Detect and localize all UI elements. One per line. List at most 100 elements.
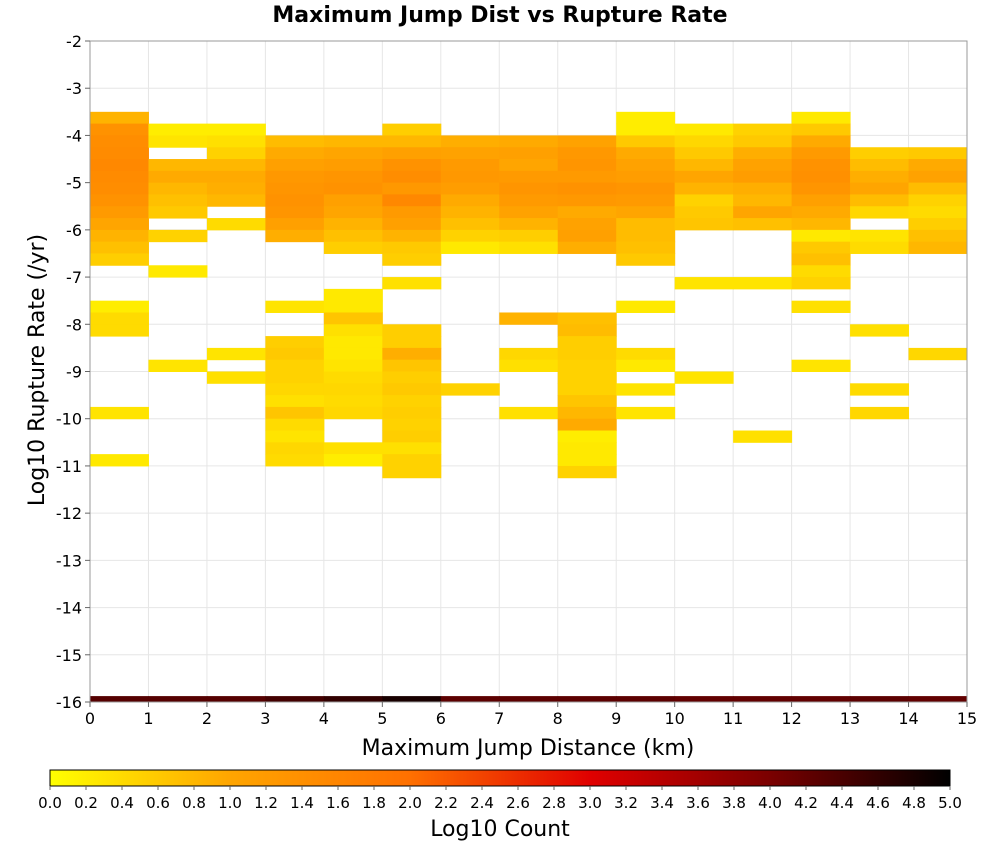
heatmap-cell [616,159,676,172]
heatmap-cell [323,218,383,231]
heatmap-cell [90,111,149,125]
heatmap-cell [206,159,266,172]
heatmap-cell [557,371,617,384]
heatmap-cell [850,206,910,219]
colorbar-tick-label: 0.8 [182,794,206,812]
heatmap-cell [499,229,559,243]
heatmap-cell [382,442,442,455]
heatmap-cell [323,241,383,254]
heatmap-cell [323,324,383,337]
y-tick-label: -3 [66,79,82,98]
heatmap-cell [90,454,149,467]
x-tick-label: 2 [202,709,212,728]
heatmap-cell [440,135,500,148]
colorbar-tick-label: 1.4 [290,794,314,812]
heatmap-cell [908,159,968,172]
heatmap-cell [382,359,442,372]
heatmap-cell [850,147,910,160]
heatmap-cell [557,347,617,361]
chart-title: Maximum Jump Dist vs Rupture Rate [272,3,727,28]
heatmap-cell [148,206,208,219]
heatmap-cell [323,229,383,243]
heatmap-cell [382,371,442,384]
heatmap-cell [323,336,383,349]
heatmap-cell [382,147,442,160]
heatmap-cell [674,135,734,148]
heatmap-cell [674,159,734,172]
heatmap-cell [908,696,968,702]
x-tick-label: 9 [611,709,621,728]
heatmap-cell [850,170,910,184]
heatmap-cell [557,359,617,372]
heatmap-cell [206,218,266,231]
heatmap-cell [616,241,676,254]
heatmap-cell [90,229,149,243]
colorbar-tick-label: 2.6 [506,794,530,812]
heatmap-cell [791,135,851,148]
heatmap-cell [499,170,559,184]
heatmap-cell [90,182,149,195]
y-tick-label: -14 [56,599,82,618]
heatmap-cell [90,170,149,184]
colorbar [49,769,951,787]
heatmap-cells [90,111,968,702]
heatmap-cell [440,194,500,207]
x-tick-label: 0 [85,709,95,728]
heatmap-cell [206,696,266,702]
heatmap-cell [382,418,442,432]
heatmap-cell [382,170,442,184]
heatmap-cell [674,182,734,195]
heatmap-cell [90,123,149,136]
heatmap-cell [674,123,734,136]
heatmap-cell [382,454,442,467]
heatmap-cell [674,696,734,702]
heatmap-cell [382,135,442,148]
heatmap-cell [265,406,325,420]
heatmap-cell [440,206,500,219]
heatmap-cell [616,347,676,361]
heatmap-cell [265,454,325,467]
x-tick-label: 14 [898,709,918,728]
y-tick-label: -6 [66,221,82,240]
heatmap-cell [850,324,910,337]
heatmap-cell [382,206,442,219]
heatmap-cell [791,359,851,372]
heatmap-cell [733,696,793,702]
heatmap-cell [908,147,968,160]
y-tick-label: -13 [56,551,82,570]
heatmap-cell [850,383,910,396]
heatmap-cell [265,336,325,349]
heatmap-cell [323,147,383,160]
y-tick-label: -5 [66,174,82,193]
y-tick-label: -2 [66,32,82,51]
heatmap-cell [148,229,208,243]
heatmap-cell [382,277,442,290]
heatmap-cell [499,135,559,148]
colorbar-tick-label: 4.0 [758,794,782,812]
heatmap-cell [616,359,676,372]
heatmap-cell [323,442,383,455]
heatmap-cell [557,336,617,349]
heatmap-cell [440,170,500,184]
heatmap-cell [323,300,383,313]
heatmap-cell [616,406,676,420]
heatmap-cell [616,147,676,160]
heatmap-cell [323,454,383,467]
heatmap-cell [557,194,617,207]
heatmap-cell [557,206,617,219]
heatmap-cell [791,696,851,702]
heatmap-cell [265,147,325,160]
heatmap-cell [908,347,968,361]
heatmap-cell [323,194,383,207]
heatmap-cell [265,442,325,455]
heatmap-cell [382,159,442,172]
heatmap-cell [382,395,442,408]
heatmap-cell [616,229,676,243]
heatmap-cell [206,123,266,136]
heatmap-cell [557,395,617,408]
heatmap-cell [674,170,734,184]
heatmap-cell [557,147,617,160]
heatmap-cell [265,383,325,396]
heatmap-cell [791,194,851,207]
heatmap-cell [148,159,208,172]
